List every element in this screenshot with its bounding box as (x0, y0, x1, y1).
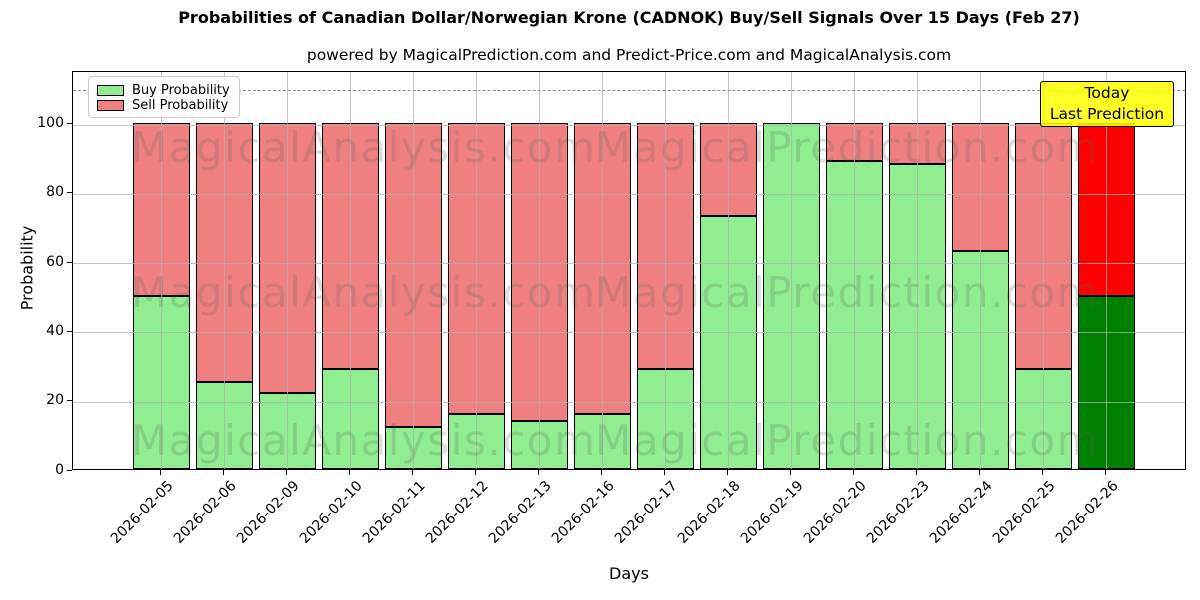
chart-title: Probabilities of Canadian Dollar/Norwegi… (178, 8, 1080, 27)
v-gridline-2026-02-18 (728, 72, 729, 469)
x-tick-label-2026-02-25: 2026-02-25 (989, 478, 1059, 547)
watermark-text: MagicalPrediction.com (595, 416, 1099, 465)
y-tick-mark (67, 400, 72, 402)
watermark-text: MagicalPrediction.com (595, 123, 1099, 172)
x-tick-mark (663, 470, 665, 475)
watermark-text: MagicalAnalysis.com (131, 268, 597, 317)
x-tick-mark (978, 470, 980, 475)
h-gridline-20 (73, 401, 1185, 403)
v-gridline-2026-02-06 (224, 72, 225, 469)
y-tick-label-20: 20 (46, 392, 64, 409)
x-tick-mark (1041, 470, 1043, 475)
v-gridline-2026-02-26 (1106, 72, 1107, 469)
today-annotation-line2: Last Prediction (1049, 105, 1165, 123)
x-tick-label-2026-02-10: 2026-02-10 (296, 478, 366, 547)
v-gridline-2026-02-24 (980, 72, 981, 469)
y-tick-mark (67, 469, 72, 471)
v-gridline-2026-02-19 (791, 72, 792, 469)
v-gridline-2026-02-23 (917, 72, 918, 469)
x-tick-label-2026-02-18: 2026-02-18 (674, 478, 744, 547)
x-tick-label-2026-02-19: 2026-02-19 (737, 478, 807, 547)
x-tick-mark (537, 470, 539, 475)
h-gridline-60 (73, 263, 1185, 265)
v-gridline-2026-02-25 (1043, 72, 1044, 469)
legend-item-buy: Buy Probability (97, 83, 231, 98)
x-tick-label-2026-02-16: 2026-02-16 (548, 478, 618, 547)
y-tick-mark (67, 261, 72, 263)
x-tick-mark (852, 470, 854, 475)
plot-area: MagicalAnalysis.com MagicalPrediction.com… (72, 71, 1186, 470)
x-tick-mark (285, 470, 287, 475)
x-tick-label-2026-02-05: 2026-02-05 (107, 478, 177, 547)
v-gridline-2026-02-13 (539, 72, 540, 469)
h-gridline-80 (73, 193, 1185, 195)
y-tick-mark (67, 123, 72, 125)
watermark-text: MagicalAnalysis.com (131, 123, 597, 172)
today-annotation-line1: Today (1084, 84, 1130, 102)
x-tick-label-2026-02-13: 2026-02-13 (485, 478, 555, 547)
watermark-layer: MagicalAnalysis.com MagicalPrediction.com… (73, 72, 1185, 469)
today-annotation-box: Today Last Prediction (1040, 81, 1174, 127)
v-gridline-2026-02-17 (665, 72, 666, 469)
y-tick-label-0: 0 (55, 461, 64, 478)
buy-swatch-icon (97, 85, 124, 96)
x-tick-label-2026-02-12: 2026-02-12 (422, 478, 492, 547)
y-tick-label-80: 80 (46, 184, 64, 201)
y-tick-label-40: 40 (46, 322, 64, 339)
x-tick-mark (1104, 470, 1106, 475)
y-tick-label-60: 60 (46, 253, 64, 270)
watermark-text: MagicalPrediction.com (595, 268, 1099, 317)
v-gridline-2026-02-12 (476, 72, 477, 469)
v-gridline-2026-02-09 (287, 72, 288, 469)
x-tick-label-2026-02-20: 2026-02-20 (800, 478, 870, 547)
x-tick-label-2026-02-06: 2026-02-06 (170, 478, 240, 547)
x-tick-label-2026-02-11: 2026-02-11 (359, 478, 429, 547)
x-tick-mark (348, 470, 350, 475)
x-tick-mark (726, 470, 728, 475)
watermark-text: MagicalAnalysis.com (131, 416, 597, 465)
chart-subtitle: powered by MagicalPrediction.com and Pre… (306, 46, 952, 64)
x-tick-mark (600, 470, 602, 475)
sell-swatch-icon (97, 100, 124, 111)
v-gridline-2026-02-16 (602, 72, 603, 469)
legend-label-sell: Sell Probability (132, 98, 229, 113)
x-tick-label-2026-02-24: 2026-02-24 (926, 478, 996, 547)
x-tick-mark (474, 470, 476, 475)
x-tick-label-2026-02-17: 2026-02-17 (611, 478, 681, 547)
x-tick-label-2026-02-23: 2026-02-23 (863, 478, 933, 547)
v-gridline-2026-02-20 (854, 72, 855, 469)
x-tick-label-2026-02-09: 2026-02-09 (233, 478, 303, 547)
legend-label-buy: Buy Probability (132, 83, 230, 98)
legend: Buy Probability Sell Probability (88, 76, 240, 118)
grid-layer (73, 72, 1185, 469)
x-tick-mark (915, 470, 917, 475)
x-tick-label-2026-02-26: 2026-02-26 (1052, 478, 1122, 547)
dashed-threshold-line (73, 89, 1185, 91)
v-gridline-2026-02-05 (161, 72, 162, 469)
y-tick-mark (67, 330, 72, 333)
x-tick-mark (789, 470, 791, 475)
v-gridline-2026-02-11 (413, 72, 414, 469)
legend-item-sell: Sell Probability (97, 98, 231, 113)
h-gridline-100 (73, 124, 1185, 126)
y-tick-mark (67, 192, 72, 194)
x-tick-mark (159, 470, 161, 475)
v-gridline-2026-02-10 (350, 72, 351, 469)
x-tick-mark (222, 470, 224, 475)
y-axis-label: Probability (17, 225, 37, 311)
y-tick-label-100: 100 (37, 115, 64, 131)
h-gridline-40 (73, 332, 1185, 334)
x-axis-label: Days (609, 564, 649, 583)
x-tick-mark (411, 470, 413, 475)
